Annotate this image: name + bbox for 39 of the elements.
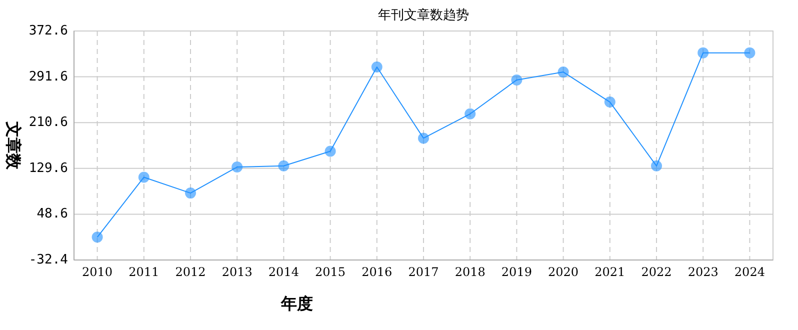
y-tick-label: 291.6 [28, 69, 68, 84]
y-tick-label: 129.6 [28, 160, 68, 176]
point [232, 162, 243, 173]
point [511, 74, 522, 86]
point [138, 172, 150, 183]
y-tick-label: -32.4 [28, 252, 68, 268]
point [651, 160, 662, 172]
point [371, 61, 382, 72]
x-tick-label: 2017 [408, 265, 439, 279]
point [92, 232, 103, 243]
x-tick-label: 2015 [315, 265, 346, 279]
chart-title: 年刊文章数趋势 [378, 8, 469, 23]
x-tick-label: 2021 [594, 265, 626, 279]
x-tick-label: 2014 [268, 265, 300, 279]
x-tick-label: 2022 [641, 265, 672, 279]
x-tick-label: 2012 [175, 265, 206, 279]
x-tick-label: 2024 [734, 265, 766, 279]
x-tick-label: 2018 [454, 265, 486, 279]
point [604, 96, 616, 108]
point [418, 132, 429, 144]
y-tick-label: 210.6 [28, 115, 68, 130]
point [324, 146, 336, 157]
point [558, 66, 569, 78]
x-tick-label: 2020 [548, 265, 579, 279]
y-tick-label: 372.6 [28, 24, 68, 39]
point [185, 188, 196, 199]
x-tick-label: 2023 [688, 265, 718, 279]
x-tick-label: 2011 [128, 265, 160, 279]
y-axis-title: 文章数 [4, 120, 23, 170]
x-tick-label: 2016 [362, 265, 392, 279]
y-tick-label: 48.6 [36, 206, 68, 222]
x-tick-label: 2013 [222, 265, 252, 279]
x-tick-label: 2010 [82, 265, 113, 279]
point [464, 108, 476, 120]
point [698, 47, 709, 58]
point [278, 160, 290, 172]
point [744, 47, 756, 58]
x-tick-label: 2019 [501, 265, 532, 279]
x-axis-title: 年度 [280, 294, 313, 313]
